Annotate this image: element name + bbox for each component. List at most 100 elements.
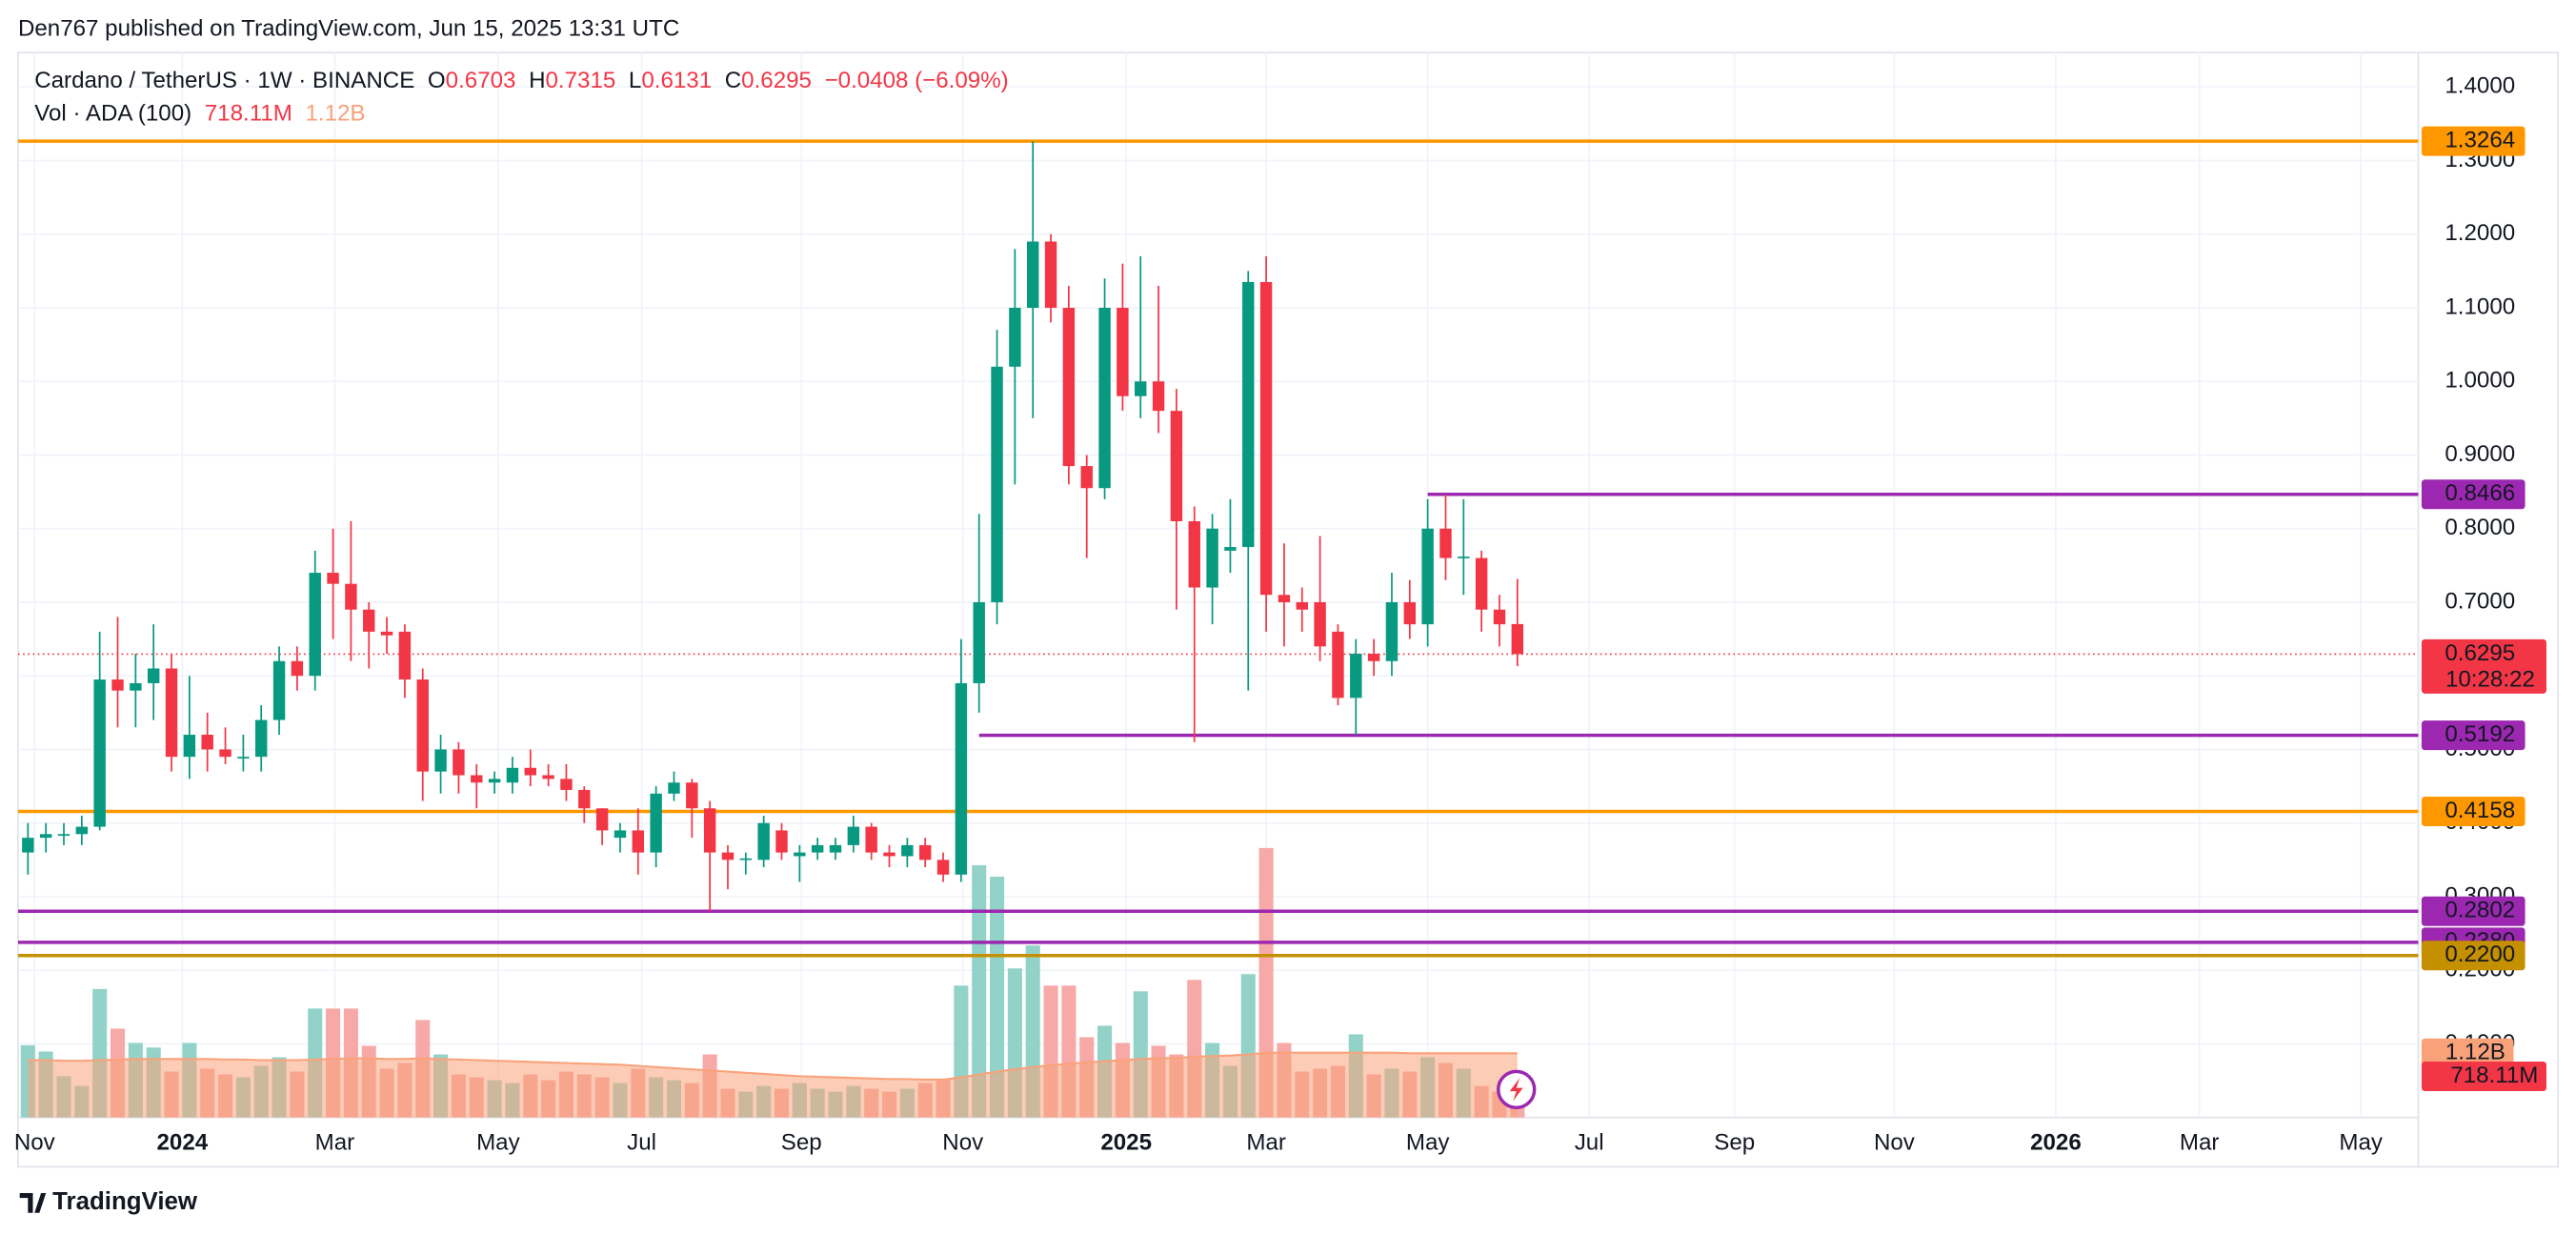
volume-ma-line: [28, 1051, 1518, 1081]
candle-body: [595, 808, 609, 831]
candle-body: [901, 844, 914, 857]
candle-body: [757, 822, 770, 860]
brand-logo: [19, 1193, 47, 1213]
candle-body: [1224, 547, 1237, 551]
brand-name: TradingView: [52, 1188, 198, 1215]
candle-body: [560, 779, 573, 790]
x-tick-label: May: [1406, 1130, 1451, 1156]
x-tick-label: Jul: [627, 1130, 656, 1156]
x-tick-label: Sep: [781, 1130, 822, 1156]
y-tick-label: 0.9000: [2445, 441, 2515, 467]
levels: [17, 139, 2419, 958]
candle-body: [165, 668, 178, 758]
change: −0.0408 (−6.09%): [825, 69, 1009, 94]
axes: 0.10000.20000.30000.40000.50000.60000.70…: [14, 73, 2546, 1156]
ohlc-value: 0.6131: [641, 69, 712, 94]
level-label-box: [2421, 126, 2526, 156]
candle-body: [1009, 308, 1021, 367]
candle-body: [453, 749, 465, 776]
candle-body: [1367, 654, 1380, 661]
candle-body: [111, 679, 124, 691]
x-tick-label: Sep: [1714, 1130, 1755, 1156]
candle-body: [398, 631, 412, 680]
candle-body: [1421, 528, 1434, 625]
x-tick-label: Nov: [942, 1130, 983, 1156]
candle-body: [39, 834, 52, 839]
candle-body: [255, 719, 268, 758]
volume-ma-area: [28, 1052, 1518, 1118]
candle-body: [955, 682, 968, 875]
candle-body: [686, 782, 698, 809]
candle-body: [309, 573, 321, 677]
level-label-box: [2421, 941, 2526, 971]
candle-body: [130, 682, 142, 691]
x-tick-label: Mar: [1246, 1130, 1286, 1156]
candle-body: [1062, 308, 1076, 467]
candle-body: [578, 789, 591, 809]
candle-body: [1332, 631, 1344, 698]
candle-body: [1080, 466, 1093, 489]
candle-body: [668, 782, 680, 794]
candle-body: [488, 779, 501, 783]
volume-pane: [20, 847, 1525, 1118]
volume-legend: Vol · ADA (100) 718.11M 1.12B: [34, 101, 365, 127]
ohlc-label: L: [629, 69, 641, 94]
candle-body: [1458, 557, 1470, 558]
ohlc-value: 0.6295: [741, 69, 812, 94]
last-price-box: [2421, 638, 2546, 694]
candle-body: [1098, 308, 1111, 489]
x-tick-label: 2025: [1100, 1130, 1152, 1156]
level-label: 0.5192: [2445, 721, 2515, 747]
candle-body: [1135, 381, 1147, 396]
candle-body: [380, 631, 393, 636]
candle-body: [434, 749, 447, 772]
candle-body: [272, 660, 286, 720]
candle-body: [201, 735, 213, 750]
x-tick-label: May: [476, 1130, 521, 1156]
candle-body: [219, 749, 231, 758]
candle-body: [75, 826, 89, 835]
candle-body: [614, 830, 627, 839]
candle-body: [703, 808, 716, 853]
candle-body: [147, 668, 160, 683]
volume-title: Vol · ADA (100): [34, 101, 191, 127]
y-tick-label: 0.7000: [2445, 588, 2515, 614]
candle-body: [1493, 609, 1506, 625]
candle-body: [632, 830, 645, 853]
published-line: Den767 published on TradingView.com, Jun…: [18, 15, 679, 41]
candle-body: [416, 679, 429, 772]
candle-body: [1027, 241, 1039, 309]
candle-body: [363, 609, 375, 632]
ohlc-label: H: [529, 69, 545, 94]
candle-body: [1117, 308, 1129, 396]
x-tick-label: Mar: [2180, 1130, 2220, 1156]
candle-body: [1296, 601, 1308, 610]
candle-body: [291, 660, 304, 677]
candle-body: [721, 852, 735, 860]
candle-body: [1188, 521, 1200, 588]
ohlc-label: O: [428, 69, 446, 94]
candle-body: [865, 826, 877, 853]
x-tick-label: Mar: [315, 1130, 355, 1156]
level-label: 0.8466: [2445, 480, 2515, 506]
y-tick-label: 1.2000: [2445, 220, 2515, 246]
volume-ma-value: 1.12B: [305, 101, 365, 127]
candle-body: [506, 767, 519, 783]
candle-body: [991, 366, 1003, 602]
level-label-box: [2421, 896, 2526, 926]
level-label: 0.4158: [2445, 798, 2515, 823]
candle-body: [811, 844, 824, 853]
candle-body: [471, 775, 483, 783]
ohlc-value: 0.7315: [546, 69, 616, 94]
volume-bar: [1258, 847, 1274, 1118]
volume-bar: [990, 876, 1005, 1118]
candle-body: [1439, 528, 1452, 558]
candle-body: [794, 852, 806, 857]
candle-body: [936, 860, 950, 875]
level-label-box: [2421, 479, 2526, 510]
volume-ma-box: [2421, 1038, 2514, 1068]
candles: [22, 141, 1524, 912]
candle-body: [775, 830, 788, 853]
candle-body: [1170, 411, 1183, 522]
